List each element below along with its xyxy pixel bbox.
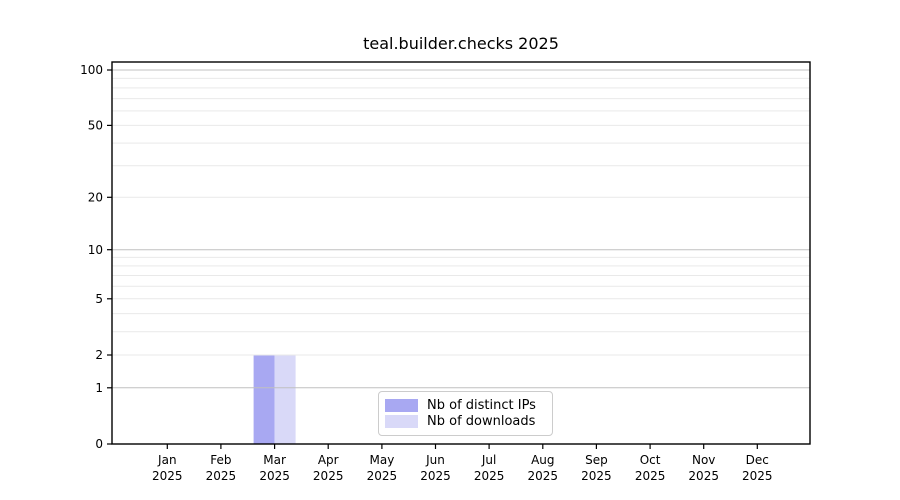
x-tick-label-month-jul: Jul [481,453,496,467]
y-tick-label-10: 10 [88,243,103,257]
x-tick-label-year-apr: 2025 [313,469,344,483]
bar-nb-of-distinct-ips-mar [253,355,275,444]
x-tick-label-year-may: 2025 [367,469,398,483]
y-tick-label-0: 0 [95,437,103,451]
x-tick-label-month-nov: Nov [692,453,715,467]
legend-item-distinct-ips: Nb of distinct IPs [385,397,544,413]
x-tick-label-month-sep: Sep [585,453,608,467]
plot-area-border [111,61,811,445]
x-tick-label-year-aug: 2025 [528,469,559,483]
y-tick-label-100: 100 [80,63,103,77]
x-tick-label-month-oct: Oct [640,453,661,467]
x-tick-label-month-aug: Aug [531,453,554,467]
legend-swatch-downloads [385,415,418,429]
x-tick-label-month-mar: Mar [263,453,286,467]
x-tick-label-year-jun: 2025 [420,469,451,483]
x-tick-label-year-nov: 2025 [688,469,719,483]
x-tick-label-year-sep: 2025 [581,469,612,483]
x-tick-label-year-feb: 2025 [206,469,237,483]
y-tick-label-1: 1 [95,381,103,395]
legend: Nb of distinct IPs Nb of downloads [378,391,553,436]
x-tick-label-month-jan: Jan [157,453,177,467]
x-tick-label-month-dec: Dec [746,453,769,467]
y-tick-label-2: 2 [95,348,103,362]
x-tick-label-month-may: May [369,453,394,467]
chart-title: teal.builder.checks 2025 [363,34,559,53]
legend-swatch-distinct-ips [385,398,418,412]
y-tick-label-20: 20 [88,191,103,205]
x-tick-label-month-feb: Feb [210,453,231,467]
x-tick-label-year-mar: 2025 [259,469,290,483]
legend-label-distinct-ips: Nb of distinct IPs [427,397,536,413]
bar-nb-of-downloads-mar [274,355,296,444]
legend-label-downloads: Nb of downloads [427,414,536,430]
x-tick-label-year-jan: 2025 [152,469,183,483]
x-tick-label-year-jul: 2025 [474,469,505,483]
x-tick-label-month-jun: Jun [425,453,445,467]
y-tick-label-50: 50 [88,119,103,133]
x-tick-label-year-oct: 2025 [635,469,666,483]
x-tick-label-year-dec: 2025 [742,469,773,483]
x-tick-label-month-apr: Apr [318,453,339,467]
legend-item-downloads: Nb of downloads [385,414,544,430]
y-tick-label-5: 5 [95,292,103,306]
